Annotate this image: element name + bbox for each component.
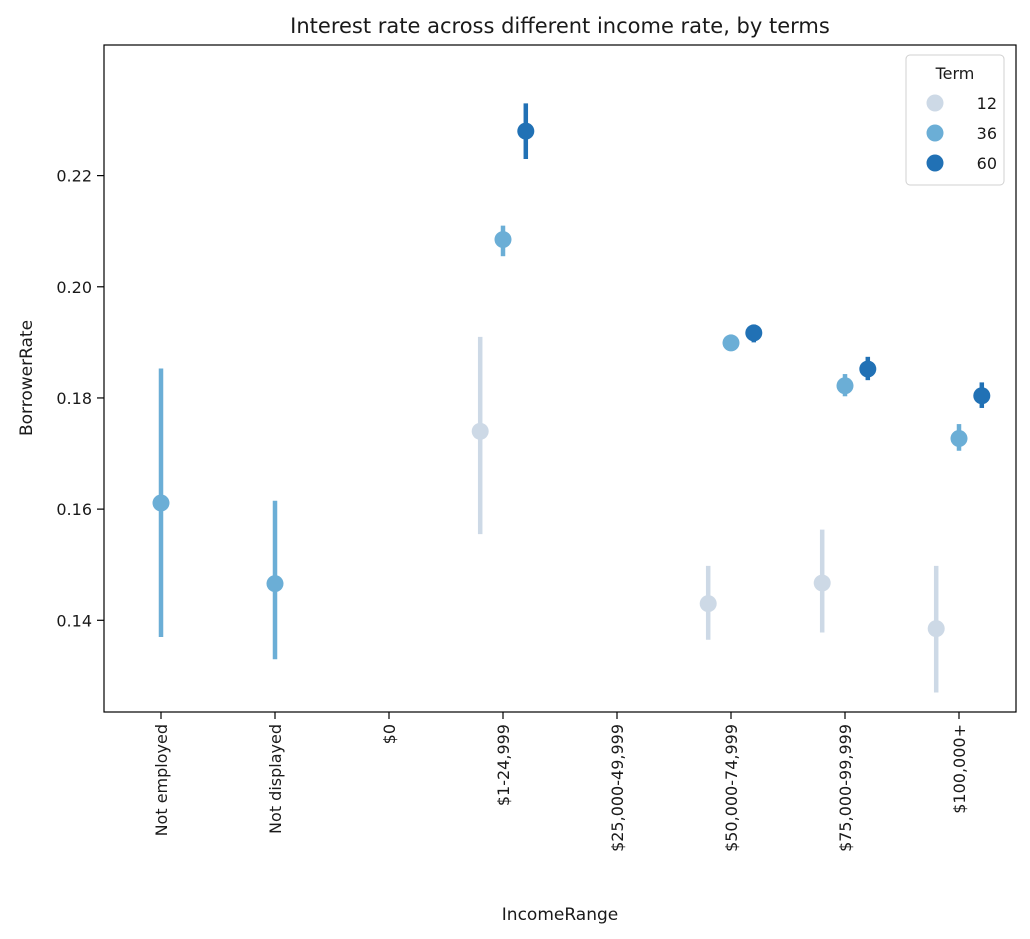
data-point bbox=[950, 430, 968, 448]
data-point bbox=[927, 620, 945, 638]
data-point bbox=[266, 575, 284, 593]
x-tick-label: Not displayed bbox=[266, 724, 285, 834]
plot-area bbox=[104, 45, 1016, 712]
chart-title: Interest rate across different income ra… bbox=[290, 14, 830, 38]
legend-title: Term bbox=[935, 64, 975, 83]
x-tick-label: $25,000-49,999 bbox=[608, 724, 627, 852]
y-axis: 0.14 0.16 0.18 0.20 0.22 bbox=[56, 167, 104, 630]
legend-marker bbox=[926, 94, 944, 112]
data-point bbox=[494, 231, 512, 249]
data-point bbox=[973, 387, 991, 405]
y-tick-label: 0.22 bbox=[56, 167, 92, 186]
x-tick-label: $0 bbox=[380, 724, 399, 744]
legend-label: 60 bbox=[977, 154, 997, 173]
data-point bbox=[813, 574, 831, 592]
data-point bbox=[745, 324, 763, 342]
x-tick-label: Not employed bbox=[152, 724, 171, 836]
x-axis-label: IncomeRange bbox=[502, 905, 618, 925]
legend-marker bbox=[926, 154, 944, 172]
x-tick-label: $50,000-74,999 bbox=[722, 724, 741, 852]
x-tick-label: $1-24,999 bbox=[494, 724, 513, 806]
series-36 bbox=[152, 225, 968, 660]
legend-label: 12 bbox=[977, 94, 997, 113]
series-60 bbox=[517, 103, 991, 408]
y-axis-label: BorrowerRate bbox=[17, 320, 37, 436]
series-12 bbox=[471, 336, 945, 693]
plot-frame bbox=[103, 44, 1017, 713]
data-point bbox=[859, 360, 877, 378]
data-point bbox=[517, 122, 535, 140]
y-tick-label: 0.16 bbox=[56, 500, 92, 519]
data-point bbox=[836, 377, 854, 395]
legend: Term 12 36 60 bbox=[905, 54, 1005, 186]
data-series bbox=[152, 103, 991, 693]
data-point bbox=[699, 595, 717, 613]
x-tick-label: $75,000-99,999 bbox=[836, 724, 855, 852]
data-point bbox=[152, 494, 170, 512]
x-tick-label: $100,000+ bbox=[950, 724, 969, 814]
legend-label: 36 bbox=[977, 124, 997, 143]
data-point bbox=[471, 422, 489, 440]
y-tick-label: 0.20 bbox=[56, 278, 92, 297]
legend-marker bbox=[926, 124, 944, 142]
x-axis: Not employed Not displayed $0 $1-24,999 $25,… bbox=[152, 712, 969, 852]
data-point bbox=[722, 334, 740, 352]
legend-box bbox=[905, 54, 1005, 186]
y-tick-label: 0.14 bbox=[56, 611, 92, 630]
y-tick-label: 0.18 bbox=[56, 389, 92, 408]
legend-entries: 12 36 60 bbox=[926, 94, 997, 173]
